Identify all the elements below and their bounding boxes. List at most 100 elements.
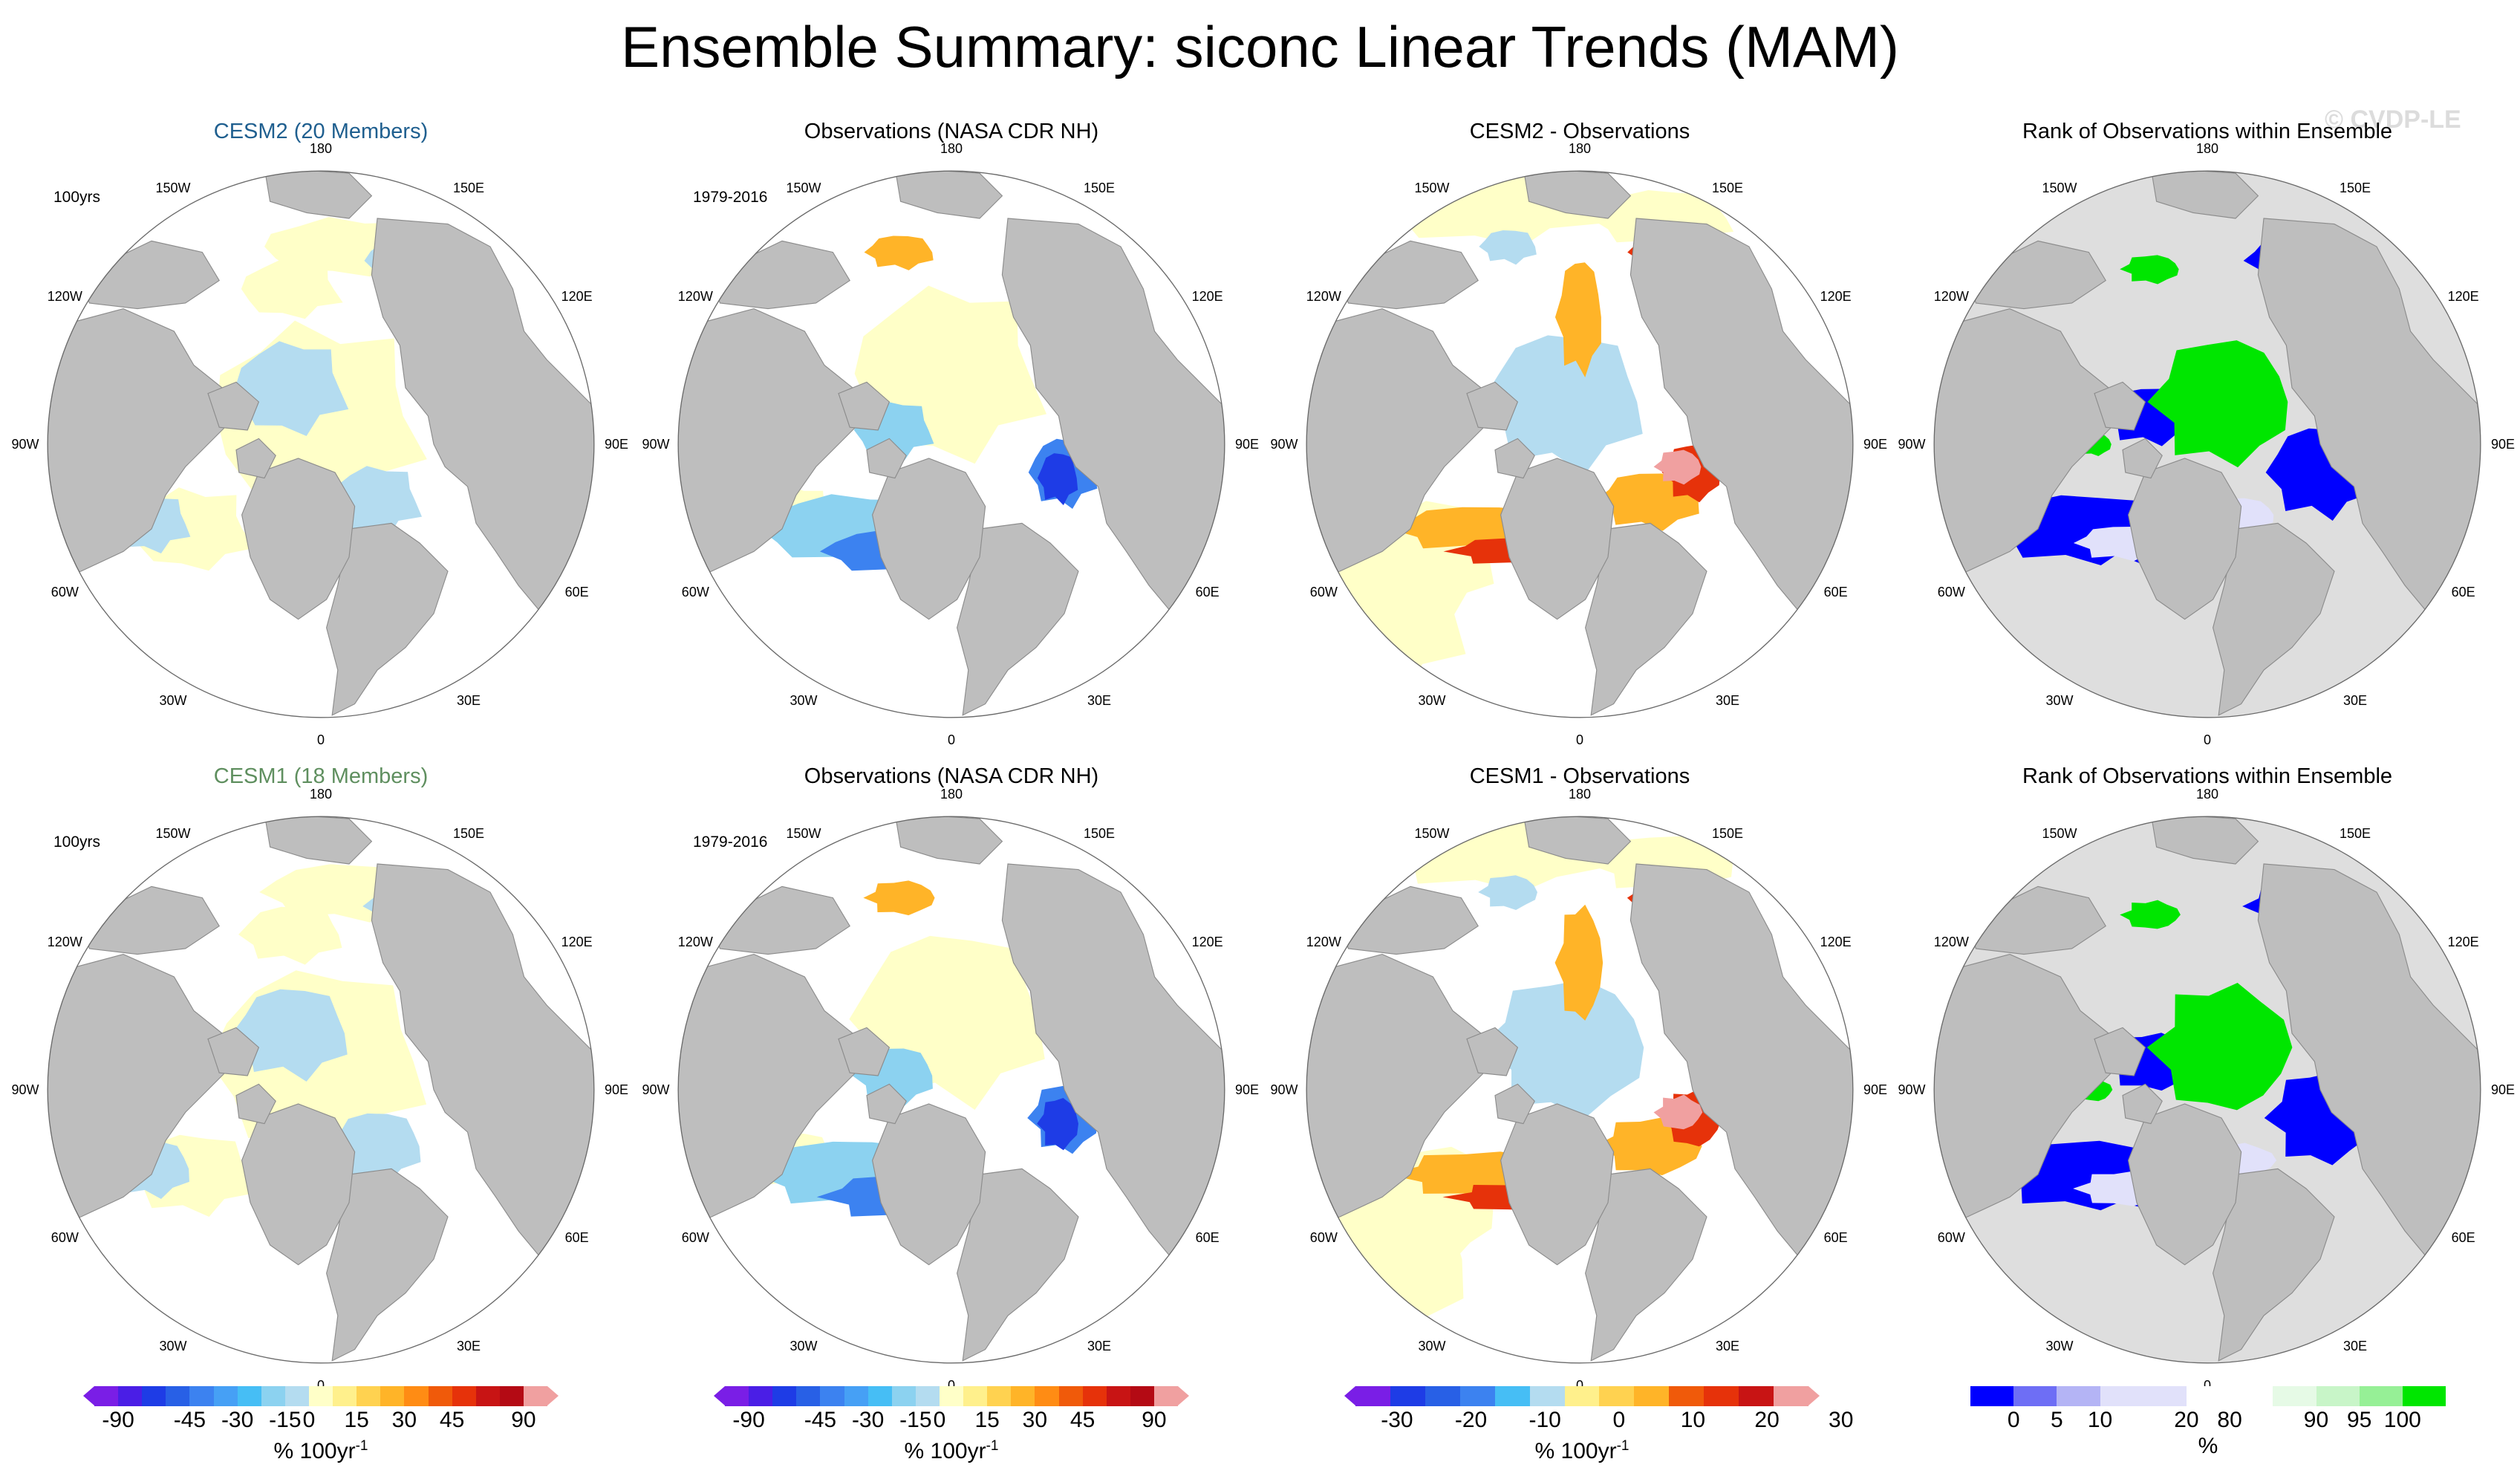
trend-field-region [1653,1094,1703,1130]
longitude-label: 60W [681,585,709,599]
colorbar-swatch [237,1386,261,1406]
colorbar-tick-label: 80 [2217,1408,2242,1432]
trend-field-region [863,880,935,916]
colorbar-units: % 100yr-1 [274,1434,368,1464]
longitude-label: 150E [452,826,485,842]
land-mass [48,308,232,586]
polar-map [677,816,1225,1364]
land-mass [371,863,594,1266]
colorbar-swatch [1634,1386,1670,1406]
longitude-label: 150E [1711,826,1744,842]
colorbar-tick-label: 0 [933,1408,946,1432]
longitude-label: 90W [1270,437,1298,452]
land-mass [838,1027,891,1076]
land-mass [711,885,850,955]
panel-title: Observations (NASA CDR NH) [804,120,1099,143]
trend-field-region [1479,979,1644,1119]
trend-field-region [2120,255,2179,285]
land-mass [894,816,1003,865]
colorbar-tick-label: 10 [2087,1408,2113,1432]
longitude-label: 0 [1575,1378,1584,1393]
colorbar-max-arrow [1178,1386,1189,1405]
longitude-label: 120E [1820,289,1852,304]
land-mass [207,1027,260,1076]
colorbar-tick-label: 20 [2174,1408,2199,1432]
longitude-label: 120E [561,935,593,949]
longitude-label: 150W [1414,181,1450,196]
longitude-label: 90E [1863,437,1888,452]
colorbar-tick-label: -10 [1528,1408,1561,1432]
longitude-label: 90E [1234,1082,1260,1097]
land-mass [1494,438,1535,479]
longitude-label: 90E [1234,437,1260,452]
land-mass [1500,458,1615,620]
longitude-label: 150E [452,181,485,196]
land-mass [866,438,907,479]
longitude-label: 60E [2451,1230,2475,1245]
land-mass [1585,522,1707,716]
colorbar-swatch [1564,1386,1600,1406]
colorbar-swatch [1970,1386,2014,1406]
period-label: 100yrs [53,189,101,206]
longitude-label: 120E [1820,935,1852,949]
land-mass [207,381,260,431]
longitude-label: 30E [1087,692,1112,708]
longitude-label: 30E [1087,1338,1112,1353]
trend-field-region [1479,230,1537,265]
land-mass [1500,1103,1615,1266]
longitude-label: 90W [1898,437,1926,452]
polar-map [1306,816,1854,1364]
colorbar-swatch [189,1386,214,1406]
colorbar-swatch [867,1386,892,1406]
polar-map [1306,170,1854,718]
colorbar [1344,1386,1820,1406]
colorbar-max-arrow [1808,1386,1820,1405]
colorbar-tick-label: 30 [391,1408,417,1432]
land-mass [264,816,373,865]
longitude-label: 90W [642,1082,670,1097]
colorbar-tick-label: -15 [269,1408,302,1432]
panel-title: CESM1 - Observations [1469,764,1690,788]
colorbar-tick-label: 0 [2007,1408,2020,1432]
trend-field-region [1037,453,1078,506]
units-exponent: -1 [986,1438,999,1454]
trend-field-region [1037,1098,1078,1151]
colorbar-swatch [1035,1386,1059,1406]
longitude-label: 60W [51,585,79,599]
colorbar-tick-label: 0 [1612,1408,1626,1432]
longitude-label: 120W [47,289,82,304]
longitude-label: 120W [1306,289,1341,304]
land-mass [2094,381,2146,431]
longitude-label: 180 [940,787,963,802]
longitude-label: 90W [1898,1082,1926,1097]
colorbar-tick-label: 15 [344,1408,369,1432]
colorbar-swatch [2402,1386,2446,1406]
colorbar-swatch [1390,1386,1425,1406]
land-mass [80,240,220,310]
longitude-label: 60E [564,585,589,599]
colorbar-tick-label: -30 [1381,1408,1413,1432]
map-boundary [47,170,595,718]
longitude-label: 0 [316,732,325,747]
colorbar-swatch [1599,1386,1635,1406]
longitude-label: 150E [2339,826,2371,842]
colorbar-swatch [261,1386,285,1406]
land-mass [1967,240,2106,310]
longitude-label: 150W [155,826,191,842]
longitude-label: 30W [2045,692,2074,708]
map-boundary [47,816,595,1364]
trend-field-region [2147,340,2288,468]
longitude-label: 60E [1195,1230,1220,1245]
colorbar-tick-label: -90 [102,1408,134,1432]
colorbar-min-arrow [1344,1386,1355,1405]
colorbar-swatch [939,1386,964,1406]
units-exponent: -1 [1616,1438,1629,1454]
longitude-label: 90W [1270,1082,1298,1097]
longitude-label: 60W [1937,1230,1965,1245]
longitude-label: 0 [1575,732,1584,747]
land-mass [2094,1027,2146,1076]
longitude-label: 150W [786,181,821,196]
land-mass [1466,381,1519,431]
colorbar-tick-label: 100 [2383,1408,2421,1432]
colorbar-min-arrow [83,1386,94,1405]
